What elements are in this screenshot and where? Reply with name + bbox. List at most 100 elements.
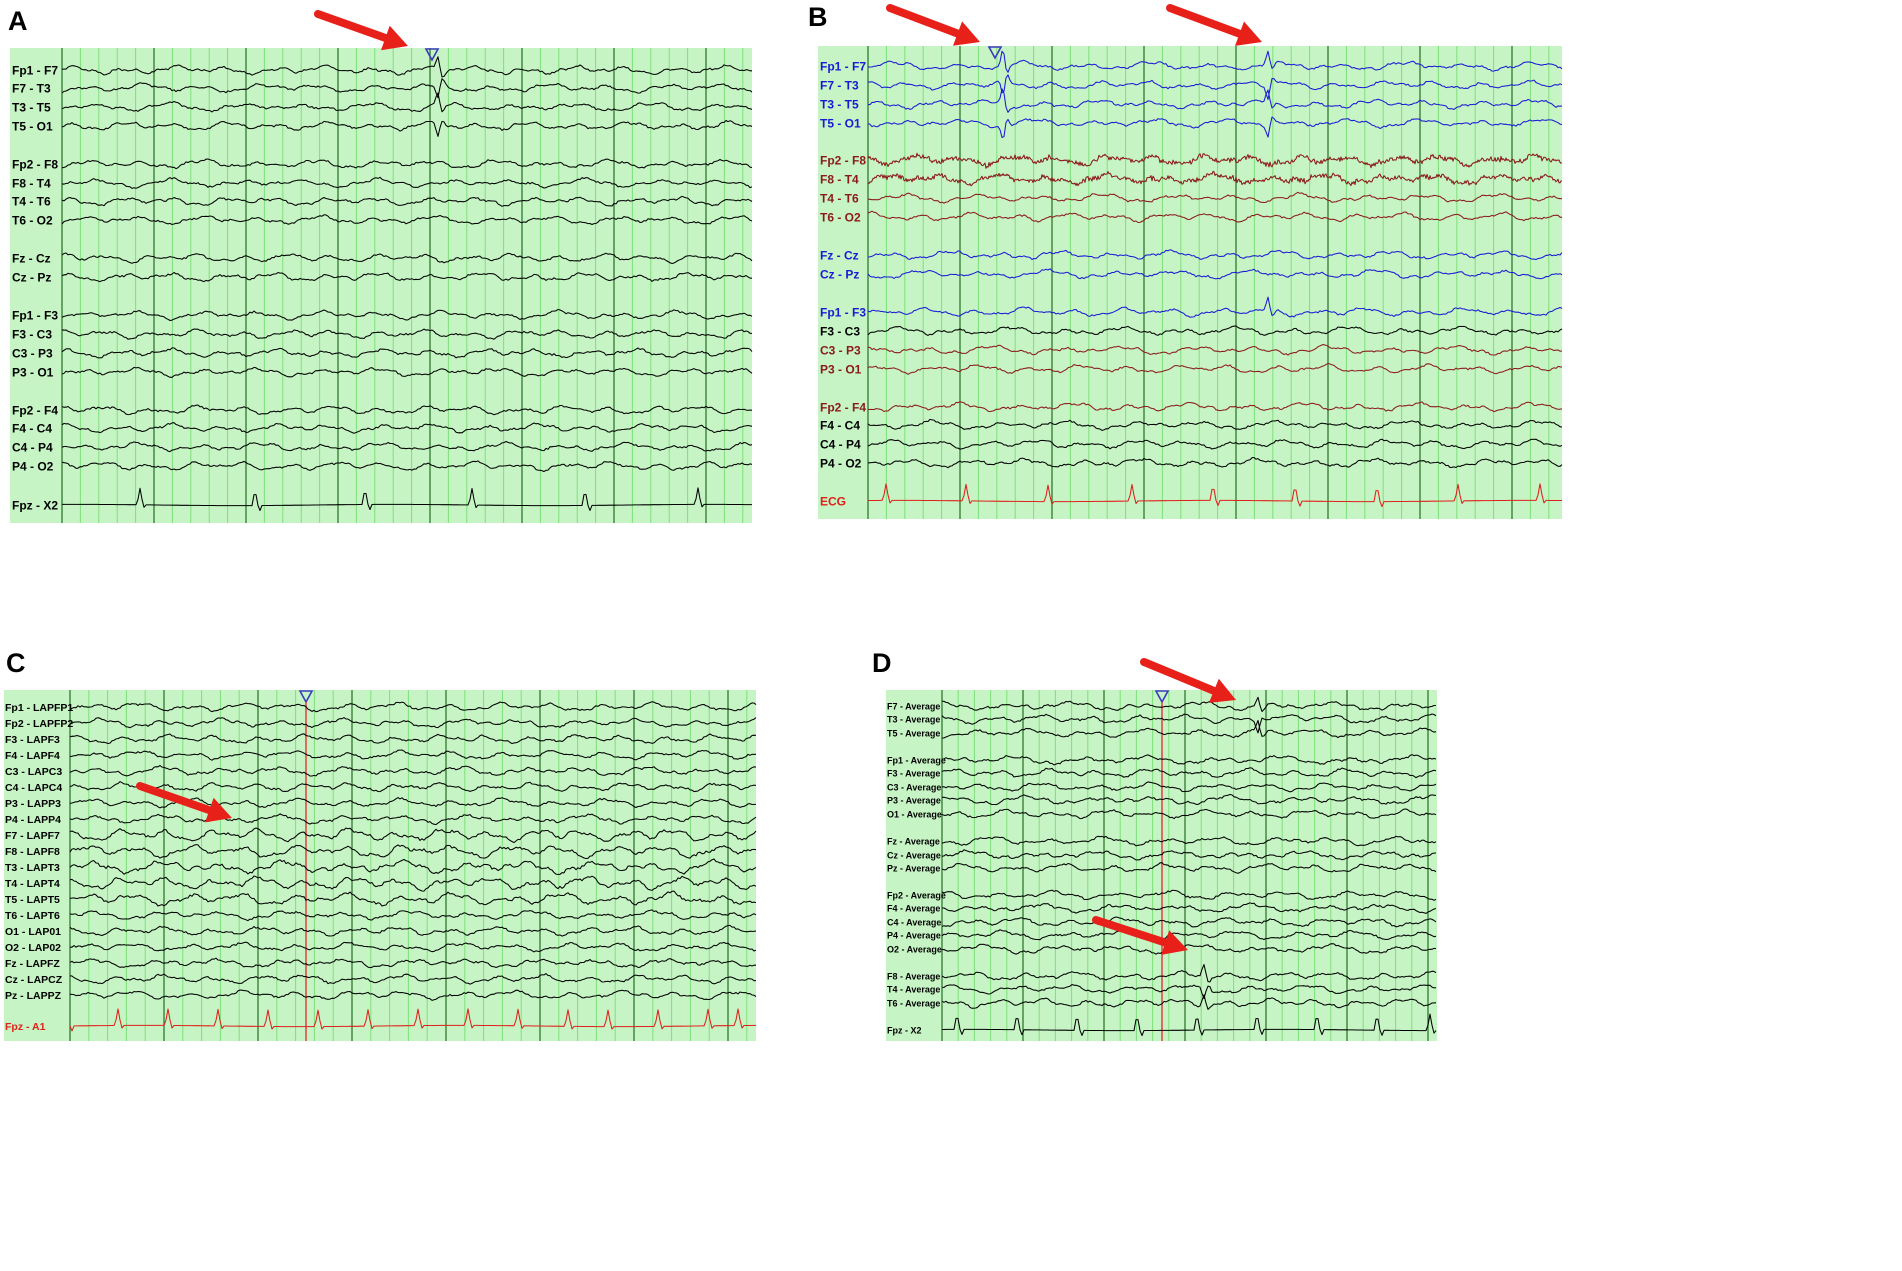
channel-row: F4 - LAPF4 bbox=[5, 749, 757, 762]
channel-label: Fz - LAPFZ bbox=[5, 958, 60, 970]
eeg-trace bbox=[941, 862, 1437, 874]
panel-letter: D bbox=[872, 648, 892, 678]
eeg-trace bbox=[69, 989, 757, 1001]
ecg-trace bbox=[69, 1008, 756, 1032]
grid-background bbox=[10, 48, 752, 523]
eeg-trace bbox=[69, 875, 757, 892]
channel-label: F3 - C3 bbox=[820, 325, 860, 339]
eeg-trace bbox=[941, 767, 1437, 779]
channel-row: Fp1 - F3 bbox=[12, 309, 753, 323]
eeg-trace bbox=[61, 328, 753, 340]
channel-label: F3 - C3 bbox=[12, 328, 52, 342]
channel-label: Fz - Average bbox=[887, 836, 940, 846]
channel-row: F4 - Average bbox=[887, 902, 1437, 914]
eeg-panel-c: C Fp1 - LAPFP1 Fp2 - LAPFP2 F3 - LAPF3 F4 - … bbox=[4, 648, 757, 1041]
panel-letter: C bbox=[6, 648, 26, 678]
red-arrow-icon bbox=[1092, 916, 1188, 955]
channel-label: F7 - T3 bbox=[820, 79, 859, 93]
channel-label: Fp1 - F7 bbox=[12, 64, 58, 78]
channel-row: F8 - T4 bbox=[820, 170, 1563, 187]
channel-label: Fp2 - F4 bbox=[820, 401, 866, 415]
channel-row: T5 - O1 bbox=[12, 119, 753, 137]
channel-row: Fp1 - Average bbox=[887, 754, 1437, 766]
eeg-trace bbox=[61, 119, 753, 137]
channel-label: F8 - T4 bbox=[820, 173, 859, 187]
channel-row: T3 - T5 bbox=[820, 88, 1563, 113]
time-grid bbox=[69, 690, 748, 1041]
channel-row: Fz - Cz bbox=[12, 252, 753, 266]
channel-label: O1 - LAP01 bbox=[5, 926, 61, 938]
channel-row: O1 - Average bbox=[887, 808, 1437, 819]
channel-label: Fp2 - F8 bbox=[820, 154, 866, 168]
eeg-trace bbox=[941, 835, 1437, 847]
channel-label: T5 - LAPT5 bbox=[5, 894, 60, 906]
channel-row: T4 - LAPT4 bbox=[5, 875, 757, 892]
eeg-trace bbox=[941, 964, 1437, 983]
channel-row: T4 - Average bbox=[887, 983, 1437, 1000]
channel-row: P3 - O1 bbox=[12, 366, 753, 380]
channel-row: P3 - Average bbox=[887, 793, 1437, 805]
channel-row: Cz - Pz bbox=[12, 271, 753, 285]
channel-row: C3 - LAPC3 bbox=[5, 764, 757, 778]
channel-row: O1 - LAP01 bbox=[5, 924, 757, 938]
channel-row: Cz - Pz bbox=[820, 268, 1563, 282]
channel-row: C4 - Average bbox=[887, 916, 1437, 927]
channel-row: P4 - Average bbox=[887, 929, 1437, 940]
channel-row: T3 - Average bbox=[887, 713, 1437, 734]
channel-label: P3 - Average bbox=[887, 795, 941, 805]
channel-label: Fp1 - F3 bbox=[12, 309, 58, 323]
red-arrow-icon bbox=[886, 4, 980, 46]
channel-row: T3 - T5 bbox=[12, 92, 753, 115]
channel-label: T4 - T6 bbox=[820, 192, 859, 206]
channel-label: Cz - Pz bbox=[820, 268, 859, 282]
eeg-trace bbox=[61, 460, 753, 473]
eeg-trace bbox=[868, 50, 1563, 73]
channel-label: P4 - O2 bbox=[820, 457, 862, 471]
channel-label: F8 - LAPF8 bbox=[5, 846, 60, 858]
channel-row: Fpz - X2 bbox=[887, 1013, 1437, 1037]
channel-label: T6 - O2 bbox=[12, 214, 53, 228]
channel-label: P4 - O2 bbox=[12, 460, 54, 474]
channel-row: Fpz - X2 bbox=[12, 487, 752, 513]
eeg-trace bbox=[867, 325, 1563, 336]
ecg-trace bbox=[62, 487, 752, 512]
eeg-trace bbox=[69, 924, 757, 937]
eeg-trace bbox=[69, 973, 757, 985]
eeg-trace bbox=[61, 440, 753, 453]
channel-row: Fp2 - F8 bbox=[820, 152, 1563, 169]
eeg-trace bbox=[61, 422, 753, 434]
eeg-trace bbox=[70, 941, 757, 953]
channel-label: Fpz - X2 bbox=[887, 1025, 922, 1035]
event-marker-icon bbox=[298, 690, 314, 704]
eeg-trace bbox=[61, 252, 753, 265]
channel-label: Fp1 - LAPFP1 bbox=[5, 702, 73, 714]
channel-row: Fz - LAPFZ bbox=[5, 957, 756, 970]
channel-row: T6 - O2 bbox=[12, 214, 753, 228]
channel-row: Fp2 - F8 bbox=[12, 158, 753, 172]
eeg-trace bbox=[867, 456, 1563, 469]
channel-row: T4 - T6 bbox=[820, 191, 1563, 206]
time-grid bbox=[61, 48, 744, 523]
eeg-trace bbox=[867, 191, 1563, 204]
eeg-panel-d: D F7 - Average T3 - Average T5 - Average Fp1… bbox=[872, 648, 1437, 1041]
eeg-trace bbox=[61, 271, 753, 283]
channel-label: P4 - LAPP4 bbox=[5, 814, 61, 826]
eeg-trace bbox=[867, 296, 1563, 318]
eeg-trace bbox=[69, 909, 757, 922]
channel-row: O2 - Average bbox=[887, 943, 1437, 955]
channel-row: Cz - LAPCZ bbox=[5, 973, 757, 986]
channel-row: P4 - O2 bbox=[820, 456, 1563, 471]
eeg-trace bbox=[941, 781, 1437, 793]
channel-row: T6 - O2 bbox=[820, 211, 1563, 225]
channel-label: T5 - O1 bbox=[12, 120, 53, 134]
eeg-trace bbox=[69, 781, 757, 793]
channel-row: T6 - LAPT6 bbox=[5, 909, 757, 922]
eeg-trace bbox=[941, 849, 1437, 861]
channel-label: Fp2 - LAPFP2 bbox=[5, 718, 73, 730]
channel-label: F8 - Average bbox=[887, 971, 940, 981]
eeg-trace bbox=[867, 362, 1563, 375]
time-grid bbox=[867, 46, 1550, 519]
channel-row: Fz - Average bbox=[887, 835, 1437, 847]
channel-label: T5 - O1 bbox=[820, 117, 861, 131]
